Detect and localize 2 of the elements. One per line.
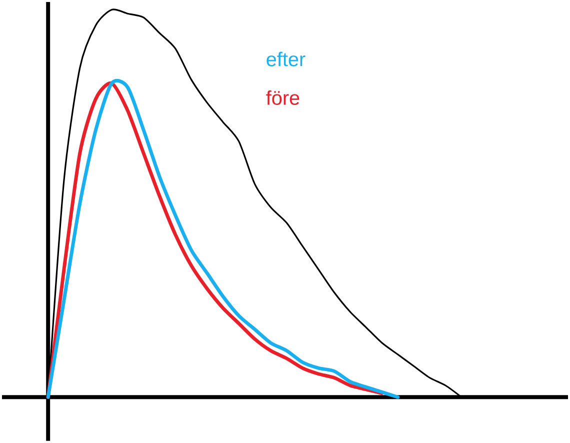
text: efter bbox=[266, 52, 306, 66]
text: före bbox=[266, 90, 300, 106]
